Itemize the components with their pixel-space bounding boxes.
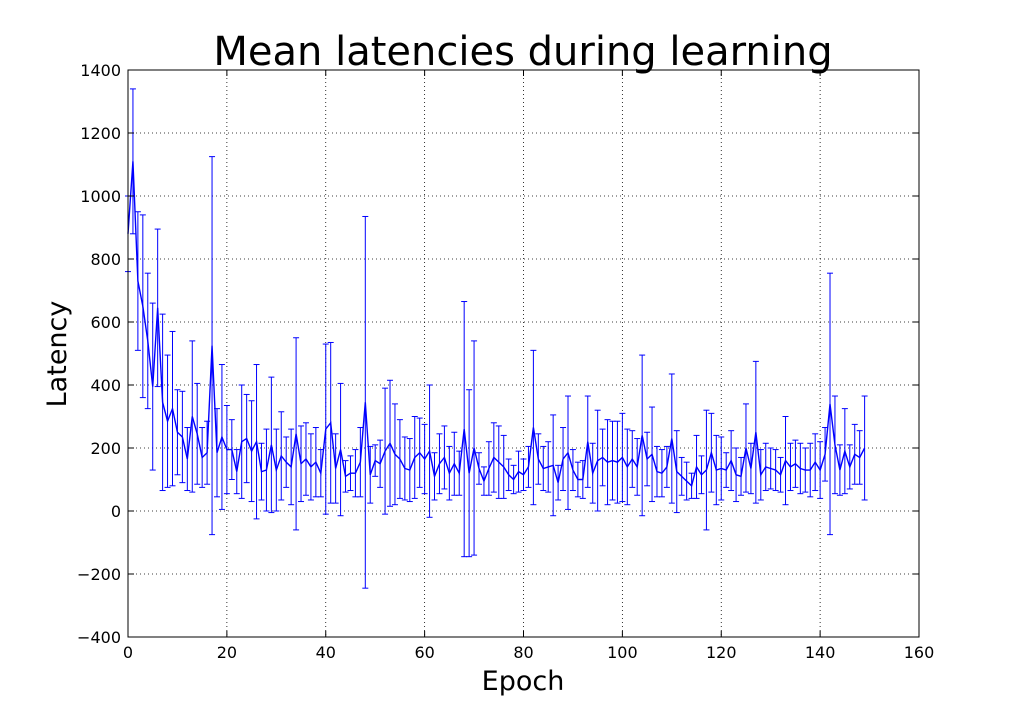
y-tick-label: 1000	[80, 187, 121, 206]
x-tick-label: 60	[414, 643, 434, 662]
chart-title: Mean latencies during learning	[213, 29, 832, 75]
x-tick-label: 20	[217, 643, 237, 662]
y-tick-label: 200	[90, 439, 121, 458]
y-tick-label: 0	[111, 502, 121, 521]
y-tick-label: 800	[90, 250, 121, 269]
y-tick-label: −200	[77, 565, 121, 584]
x-tick-label: 120	[706, 643, 737, 662]
x-axis-ticks: 0 20 40 60 80 100 120 140 160	[123, 70, 934, 662]
x-tick-label: 160	[904, 643, 935, 662]
y-axis-label: Latency	[42, 301, 73, 408]
plot-frame	[127, 69, 920, 638]
y-tick-label: 1400	[80, 61, 121, 80]
y-axis-ticks: −400 −200 0 200 400 600 800 1000 1200 1400	[77, 61, 919, 647]
x-tick-label: 0	[123, 643, 133, 662]
series-line	[127, 161, 866, 488]
x-tick-label: 100	[607, 643, 638, 662]
x-axis-label: Epoch	[482, 666, 565, 697]
y-tick-label: 600	[90, 313, 121, 332]
grid	[128, 70, 919, 637]
x-tick-label: 140	[805, 643, 836, 662]
x-tick-label: 80	[513, 643, 533, 662]
y-tick-label: 400	[90, 376, 121, 395]
y-tick-label: −400	[77, 628, 121, 647]
y-tick-label: 1200	[80, 124, 121, 143]
error-bars	[125, 88, 868, 589]
x-tick-label: 40	[316, 643, 336, 662]
